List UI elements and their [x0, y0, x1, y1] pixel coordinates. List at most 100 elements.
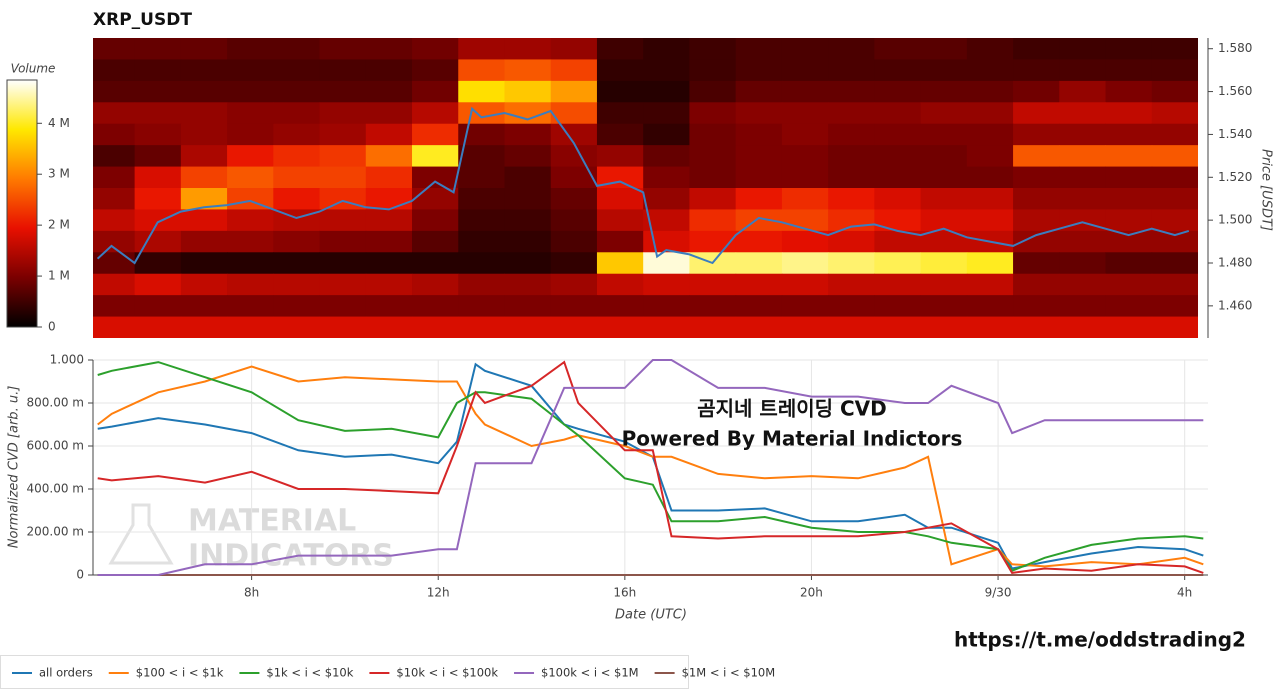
heatmap-cell [1059, 273, 1107, 296]
heatmap-cell [781, 38, 829, 60]
heatmap-cell [689, 166, 737, 189]
heatmap-cell [504, 295, 552, 318]
heatmap-cell [920, 123, 968, 146]
heatmap-cell [874, 295, 922, 318]
heatmap-cell [735, 230, 783, 253]
heatmap-cell [596, 230, 644, 253]
heatmap-cell [273, 230, 321, 253]
heatmap-cell [1013, 38, 1060, 60]
heatmap-cell [550, 295, 598, 318]
heatmap-cell [1105, 188, 1153, 210]
heatmap-cell [689, 145, 737, 168]
heatmap-cell [920, 166, 968, 189]
heatmap-cell [458, 123, 505, 146]
heatmap-cell [134, 188, 182, 210]
colorbar-title: Volume [11, 62, 56, 76]
heatmap-cell [689, 188, 737, 210]
heatmap-cell [1151, 230, 1198, 253]
heatmap-cell [828, 188, 875, 210]
heatmap-cell [1105, 166, 1153, 189]
heatmap-cell [273, 59, 321, 82]
heatmap-cell [134, 38, 182, 60]
heatmap-cell [966, 59, 1014, 82]
heatmap-cell [227, 273, 274, 296]
heatmap-cell [227, 80, 274, 103]
heatmap-cell [412, 38, 459, 60]
heatmap-cell [828, 38, 875, 60]
heatmap-cell [920, 80, 968, 103]
heatmap-cell [643, 316, 690, 338]
heatmap-cell [550, 102, 598, 125]
heatmap-cell [93, 145, 136, 168]
heatmap-cell [874, 38, 922, 60]
heatmap-cell [180, 316, 228, 338]
heatmap-cell [966, 145, 1014, 168]
heatmap-cell [781, 102, 829, 125]
heatmap-cell [319, 38, 367, 60]
heatmap-cell [1013, 188, 1060, 210]
y-axis-label: Price [USDT] [1259, 149, 1274, 231]
heatmap-cell [920, 145, 968, 168]
heatmap-cell [1059, 252, 1107, 275]
heatmap-cell [412, 252, 459, 275]
heatmap-cell [1105, 59, 1153, 82]
heatmap-cell [550, 80, 598, 103]
heatmap-cell [273, 80, 321, 103]
heatmap-cell [365, 188, 413, 210]
heatmap-cell [412, 209, 459, 232]
heatmap-cell [689, 123, 737, 146]
heatmap-cell [689, 80, 737, 103]
heatmap-cell [1059, 209, 1107, 232]
heatmap-cell [735, 188, 783, 210]
heatmap-cell [273, 102, 321, 125]
heatmap-cell [273, 166, 321, 189]
heatmap-cell [689, 295, 737, 318]
heatmap-cell [920, 38, 968, 60]
heatmap-cell [1151, 80, 1198, 103]
heatmap-cell [966, 316, 1014, 338]
heatmap-cell [735, 145, 783, 168]
heatmap-cell [550, 230, 598, 253]
heatmap-cell [1151, 295, 1198, 318]
heatmap-cell [966, 166, 1014, 189]
heatmap-cell [920, 252, 968, 275]
heatmap-cell [458, 166, 505, 189]
y-tick-label: 800.00 m [27, 396, 85, 410]
heatmap-cell [1013, 252, 1060, 275]
heatmap-cell [1105, 209, 1153, 232]
heatmap-cell [689, 316, 737, 338]
heatmap-cell [504, 209, 552, 232]
colorbar-tick-label: 4 M [48, 116, 70, 130]
footer-link[interactable]: https://t.me/oddstrading2 [954, 628, 1246, 652]
heatmap-cell [966, 102, 1014, 125]
heatmap-cell [828, 316, 875, 338]
heatmap-cell [689, 209, 737, 232]
heatmap-cell [1105, 273, 1153, 296]
heatmap-cell [781, 295, 829, 318]
heatmap-cell [550, 209, 598, 232]
heatmap-cell [643, 145, 690, 168]
heatmap-cell [1059, 166, 1107, 189]
heatmap-cell [550, 188, 598, 210]
heatmap-cell [920, 59, 968, 82]
heatmap-cell [93, 273, 136, 296]
heatmap-cell [920, 188, 968, 210]
heatmap-cell [550, 123, 598, 146]
y-axis-label: Normalized CVD [arb. u.] [7, 386, 22, 549]
heatmap-cell [504, 80, 552, 103]
heatmap-cell [1013, 145, 1060, 168]
heatmap-cell [781, 80, 829, 103]
heatmap-cell [828, 230, 875, 253]
heatmap-cell [93, 188, 136, 210]
heatmap-cell [134, 166, 182, 189]
x-tick-label: 20h [800, 586, 823, 600]
heatmap-cell [458, 209, 505, 232]
heatmap-cell [596, 145, 644, 168]
heatmap-cell [273, 123, 321, 146]
watermark-icon [108, 503, 174, 565]
heatmap-cell [412, 230, 459, 253]
heatmap-cell [458, 145, 505, 168]
y-tick-label: 1.460 [1218, 298, 1252, 312]
heatmap-cell [966, 123, 1014, 146]
heatmap-cell [319, 166, 367, 189]
